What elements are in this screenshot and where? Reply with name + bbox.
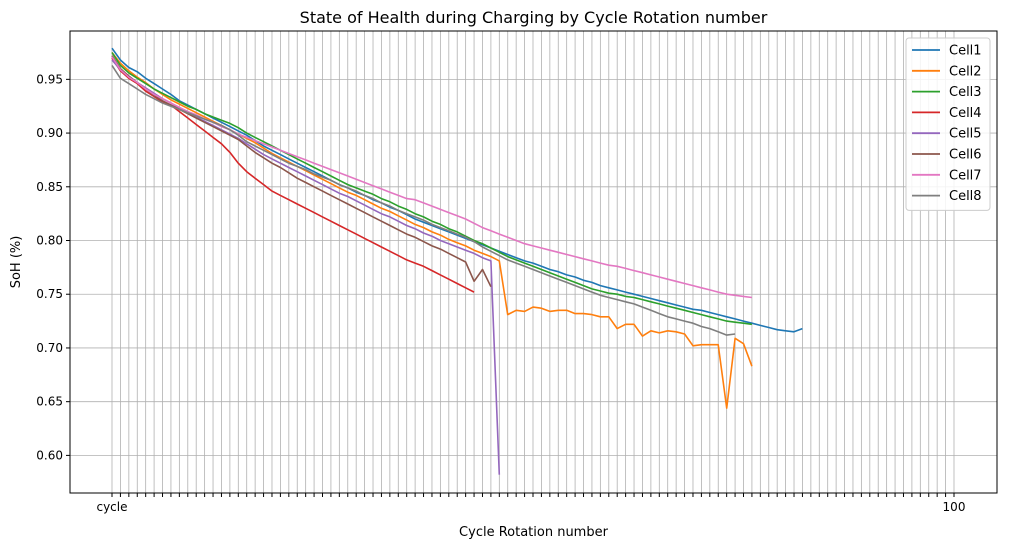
legend-label: Cell8 (949, 189, 982, 204)
series-line-cell3 (111, 52, 753, 326)
legend-label: Cell7 (949, 168, 982, 183)
series-line-cell8 (111, 64, 736, 336)
legend-label: Cell3 (949, 85, 982, 100)
legend: Cell1 Cell2 Cell3 Cell4 Cell5 Cell6 Cell7 Cell8 (905, 37, 991, 211)
y-axis-ticks: 0.60 0.65 0.70 0.75 0.80 0.85 0.90 0.95 (36, 72, 70, 462)
y-tick-label: 0.80 (36, 234, 63, 248)
y-tick-label: 0.75 (36, 287, 63, 301)
legend-label: Cell1 (949, 44, 982, 59)
legend-label: Cell6 (949, 148, 982, 163)
chart-title: State of Health during Charging by Cycle… (300, 8, 768, 27)
legend-label: Cell4 (949, 106, 982, 121)
y-tick-label: 0.85 (36, 180, 63, 194)
x-tick-label: 100 (943, 500, 966, 514)
x-tick-label: cycle (96, 500, 127, 514)
y-tick-label: 0.65 (36, 395, 63, 409)
x-axis-label: Cycle Rotation number (459, 525, 609, 540)
legend-label: Cell5 (949, 127, 982, 142)
legend-label: Cell2 (949, 64, 982, 79)
grid-lines (70, 31, 997, 493)
y-tick-label: 0.70 (36, 341, 63, 355)
y-axis-label: SoH (%) (9, 236, 24, 289)
y-tick-label: 0.90 (36, 126, 63, 140)
series-lines (111, 47, 803, 475)
legend-box (905, 37, 991, 211)
x-axis-ticks: cycle 100 (96, 493, 965, 514)
series-line-cell1 (111, 47, 803, 333)
y-tick-label: 0.60 (36, 448, 63, 462)
y-tick-label: 0.95 (36, 72, 63, 86)
